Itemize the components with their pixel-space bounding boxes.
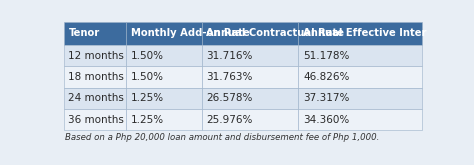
- Bar: [202, 88, 299, 109]
- Text: 25.976%: 25.976%: [207, 115, 253, 125]
- Text: Monthly Add-on Rate: Monthly Add-on Rate: [131, 28, 250, 38]
- Text: 34.360%: 34.360%: [303, 115, 349, 125]
- Text: 18 months: 18 months: [68, 72, 124, 82]
- Bar: [127, 22, 202, 45]
- Bar: [299, 109, 422, 130]
- Bar: [202, 66, 299, 88]
- Bar: [127, 66, 202, 88]
- Bar: [64, 88, 127, 109]
- Bar: [64, 22, 127, 45]
- Bar: [127, 45, 202, 66]
- Text: 1.50%: 1.50%: [131, 51, 164, 61]
- Bar: [202, 45, 299, 66]
- Text: 1.25%: 1.25%: [131, 93, 164, 103]
- Text: Annual Effective Interest Rate: Annual Effective Interest Rate: [303, 28, 474, 38]
- Text: 37.317%: 37.317%: [303, 93, 350, 103]
- Bar: [64, 45, 127, 66]
- Text: 31.716%: 31.716%: [207, 51, 253, 61]
- Bar: [127, 109, 202, 130]
- Text: 24 months: 24 months: [68, 93, 124, 103]
- Bar: [202, 22, 299, 45]
- Bar: [127, 88, 202, 109]
- Bar: [64, 109, 127, 130]
- Text: 12 months: 12 months: [68, 51, 124, 61]
- Bar: [299, 22, 422, 45]
- Text: Tenor: Tenor: [68, 28, 100, 38]
- Text: Annual Contractual Rate: Annual Contractual Rate: [207, 28, 345, 38]
- Text: 31.763%: 31.763%: [207, 72, 253, 82]
- Bar: [299, 66, 422, 88]
- Text: 46.826%: 46.826%: [303, 72, 350, 82]
- Text: 1.50%: 1.50%: [131, 72, 164, 82]
- Text: 26.578%: 26.578%: [207, 93, 253, 103]
- Bar: [299, 45, 422, 66]
- Bar: [299, 88, 422, 109]
- Text: Based on a Php 20,000 loan amount and disbursement fee of Php 1,000.: Based on a Php 20,000 loan amount and di…: [65, 133, 380, 142]
- Text: 1.25%: 1.25%: [131, 115, 164, 125]
- Bar: [64, 66, 127, 88]
- Text: 51.178%: 51.178%: [303, 51, 350, 61]
- Text: 36 months: 36 months: [68, 115, 124, 125]
- Bar: [202, 109, 299, 130]
